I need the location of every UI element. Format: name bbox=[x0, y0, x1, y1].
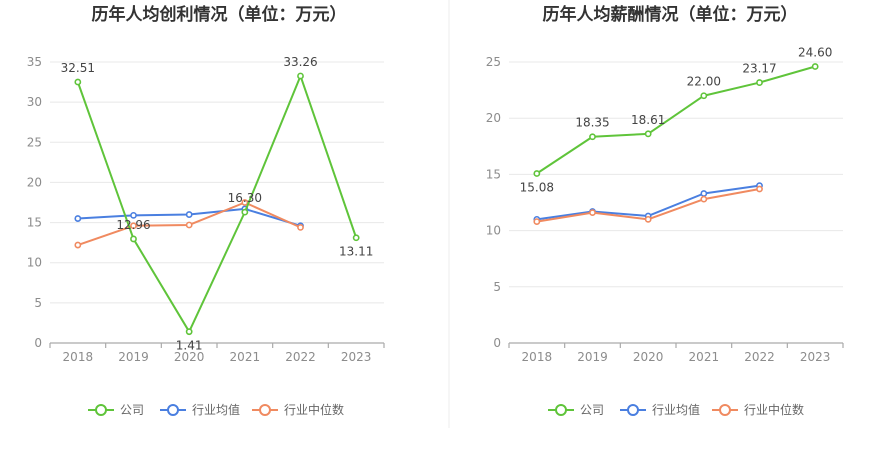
x-tick-label: 2023 bbox=[341, 350, 372, 364]
data-point-company bbox=[533, 170, 541, 177]
data-point-company bbox=[811, 63, 819, 70]
legend-label: 行业均值 bbox=[192, 402, 240, 417]
legend-item-company[interactable]: 公司 bbox=[548, 403, 604, 417]
x-tick-label: 2022 bbox=[285, 350, 316, 364]
legend-swatch-marker bbox=[627, 404, 639, 416]
data-point-company bbox=[700, 92, 708, 100]
y-tick-label: 10 bbox=[486, 224, 501, 238]
legend-swatch-marker bbox=[259, 404, 271, 416]
legend-label: 行业中位数 bbox=[744, 402, 804, 417]
legend-label: 行业均值 bbox=[652, 402, 700, 417]
data-point-industry-avg bbox=[130, 211, 137, 219]
legend-label: 公司 bbox=[580, 403, 604, 417]
data-point-company bbox=[74, 78, 82, 86]
y-tick-label: 20 bbox=[486, 111, 501, 125]
data-point-company bbox=[241, 208, 249, 216]
legend-swatch-marker bbox=[167, 404, 179, 416]
legend-swatch-marker bbox=[95, 404, 107, 416]
y-tick-label: 0 bbox=[34, 336, 42, 350]
data-point-industry-avg bbox=[700, 190, 708, 197]
data-label-company: 23.17 bbox=[742, 62, 776, 76]
data-point-industry-median bbox=[130, 222, 137, 230]
legend-label: 公司 bbox=[120, 403, 144, 417]
data-label-company: 13.11 bbox=[339, 245, 373, 259]
legend-swatch-marker bbox=[719, 404, 731, 416]
chart-title-left: 历年人均创利情况（单位：万元） bbox=[92, 4, 347, 25]
x-tick-label: 2018 bbox=[63, 350, 94, 364]
y-tick-label: 35 bbox=[27, 55, 42, 69]
salary-per-capita-chart: 0 5 10 15 20 25 2018 2019 2020 2021 2022 2023 15.08 1… bbox=[486, 45, 844, 364]
y-tick-label: 10 bbox=[27, 256, 42, 270]
legend-swatch-marker bbox=[555, 404, 567, 416]
y-tick-label: 15 bbox=[27, 216, 42, 230]
legend-right: 公司 行业均值 行业中位数 bbox=[548, 402, 804, 417]
chart-title-right: 历年人均薪酬情况（单位：万元） bbox=[543, 4, 798, 25]
data-point-industry-median bbox=[700, 195, 708, 203]
data-label-company: 24.60 bbox=[798, 45, 832, 59]
data-point-company bbox=[297, 72, 304, 80]
data-label-company: 12.96 bbox=[116, 218, 150, 232]
x-tick-label: 2020 bbox=[633, 350, 664, 364]
x-tick-label: 2019 bbox=[577, 350, 608, 364]
data-point-industry-avg bbox=[185, 211, 193, 218]
y-tick-label: 5 bbox=[34, 296, 42, 310]
data-point-industry-median bbox=[756, 185, 763, 193]
data-point-industry-median bbox=[589, 209, 596, 217]
data-label-company: 18.35 bbox=[575, 116, 609, 130]
y-tick-label: 15 bbox=[486, 167, 501, 181]
x-tick-label: 2018 bbox=[522, 350, 553, 364]
x-tick-label: 2023 bbox=[800, 350, 831, 364]
data-point-industry-median bbox=[185, 221, 193, 229]
data-label-company: 22.00 bbox=[687, 75, 721, 89]
y-tick-label: 25 bbox=[486, 55, 501, 69]
y-tick-label: 5 bbox=[493, 280, 501, 294]
profit-per-capita-chart: 0 5 10 15 20 25 30 35 2018 2019 2020 2021 2022 2023 32… bbox=[27, 55, 385, 364]
legend-item-industry-median[interactable]: 行业中位数 bbox=[252, 402, 344, 417]
data-point-company bbox=[185, 328, 193, 336]
data-point-company bbox=[352, 234, 360, 242]
data-point-industry-median bbox=[241, 199, 249, 206]
data-label-company: 33.26 bbox=[283, 55, 317, 69]
legend-label: 行业中位数 bbox=[284, 402, 344, 417]
data-label-company: 16.30 bbox=[228, 191, 262, 205]
x-tick-label: 2022 bbox=[744, 350, 775, 364]
series-line-company bbox=[536, 65, 816, 175]
data-point-company bbox=[589, 133, 596, 141]
x-tick-label: 2021 bbox=[689, 350, 720, 364]
y-tick-label: 20 bbox=[27, 175, 42, 189]
data-point-industry-median bbox=[297, 223, 304, 231]
y-tick-label: 25 bbox=[27, 135, 42, 149]
data-point-company bbox=[756, 79, 763, 86]
data-point-industry-median bbox=[533, 218, 541, 226]
data-label-company: 32.51 bbox=[61, 61, 95, 75]
data-point-company bbox=[644, 130, 652, 138]
data-label-company: 15.08 bbox=[520, 181, 554, 195]
data-point-industry-median bbox=[644, 215, 652, 223]
legend-item-company[interactable]: 公司 bbox=[88, 403, 144, 417]
data-point-company bbox=[130, 235, 137, 243]
x-tick-label: 2020 bbox=[174, 350, 205, 364]
data-label-company: 1.41 bbox=[176, 339, 203, 353]
y-tick-label: 30 bbox=[27, 95, 42, 109]
legend-item-industry-avg[interactable]: 行业均值 bbox=[160, 402, 240, 417]
data-point-industry-avg bbox=[74, 215, 82, 222]
x-tick-label: 2021 bbox=[230, 350, 261, 364]
legend-item-industry-avg[interactable]: 行业均值 bbox=[620, 402, 700, 417]
legend-left: 公司 行业均值 行业中位数 bbox=[88, 402, 344, 417]
legend-item-industry-median[interactable]: 行业中位数 bbox=[712, 402, 804, 417]
y-tick-label: 0 bbox=[493, 336, 501, 350]
data-point-industry-median bbox=[74, 241, 82, 249]
x-tick-label: 2019 bbox=[118, 350, 149, 364]
data-label-company: 18.61 bbox=[631, 113, 665, 127]
series-line-company bbox=[76, 74, 358, 333]
